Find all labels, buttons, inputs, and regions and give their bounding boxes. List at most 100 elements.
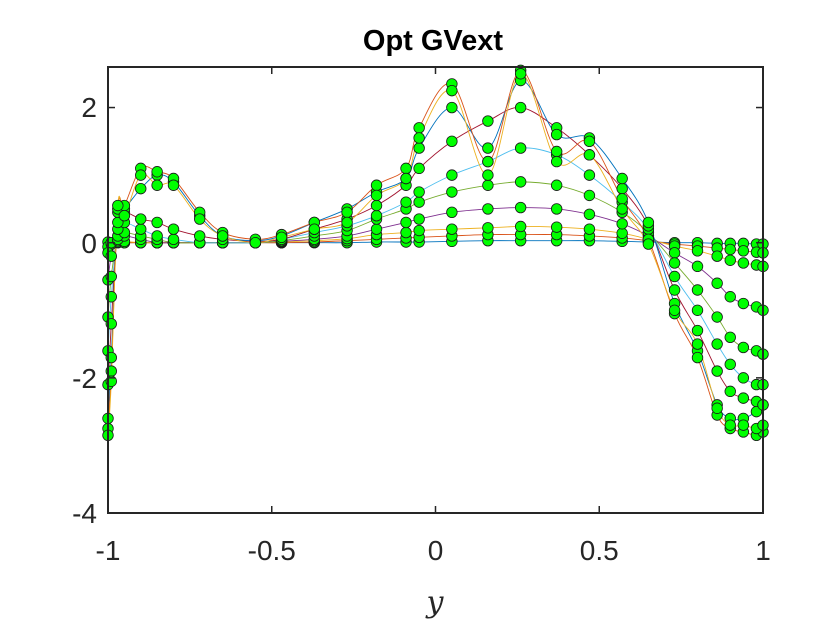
series-10-point-21 bbox=[583, 149, 596, 161]
series-10-point-25 bbox=[691, 338, 704, 350]
series-10-point-20 bbox=[550, 155, 563, 168]
series-7-point-17 bbox=[446, 135, 458, 148]
series-6-point-16 bbox=[413, 186, 425, 198]
series-3-point-22 bbox=[616, 227, 628, 239]
series-6-point-15 bbox=[400, 196, 412, 208]
series-7-point-26 bbox=[711, 365, 723, 377]
series-10-point-24 bbox=[668, 304, 681, 316]
series-9-point-16 bbox=[413, 122, 425, 134]
series-6-point-26 bbox=[711, 338, 723, 350]
series-8-point-18 bbox=[482, 142, 494, 154]
series-10-point-11 bbox=[275, 231, 288, 243]
series-8-point-5 bbox=[135, 182, 147, 195]
series-9-point-18 bbox=[482, 155, 494, 168]
series-9-point-13 bbox=[341, 206, 353, 218]
series-6-point-27 bbox=[724, 358, 736, 371]
series-7-point-25 bbox=[691, 324, 704, 337]
series-3-point-18 bbox=[482, 222, 494, 234]
series-10-point-28 bbox=[737, 419, 750, 431]
series-4-point-20 bbox=[550, 203, 563, 215]
series-10-point-4 bbox=[118, 209, 131, 222]
series-6-point-24 bbox=[668, 270, 681, 283]
series-10-point-17 bbox=[446, 84, 458, 97]
x-tick-label-3: 0 bbox=[428, 535, 444, 566]
series-6-point-14 bbox=[370, 209, 383, 222]
series-6-point-5 bbox=[135, 223, 147, 235]
series-4-point-16 bbox=[413, 213, 425, 225]
series-8-point-20 bbox=[550, 128, 563, 141]
series-3-point-20 bbox=[550, 221, 563, 233]
series-8-point-22 bbox=[616, 172, 628, 185]
series-6-point-6 bbox=[151, 230, 163, 242]
series-10-point-14 bbox=[370, 189, 383, 202]
series-8-point-23 bbox=[642, 216, 655, 229]
series-5-point-27 bbox=[724, 331, 736, 344]
series-9-point-15 bbox=[400, 162, 412, 175]
series-7-point-22 bbox=[616, 182, 628, 195]
series-8-point-17 bbox=[446, 101, 458, 114]
series-3-point-15 bbox=[400, 226, 412, 239]
y-tick-label-4: 2 bbox=[81, 92, 97, 123]
plot-area bbox=[108, 67, 763, 513]
series-3-point-21 bbox=[583, 223, 596, 235]
series-10-point-9 bbox=[216, 230, 229, 242]
series-7-point-19 bbox=[514, 101, 527, 114]
series-7-point-18 bbox=[482, 115, 494, 127]
series-10-point-8 bbox=[193, 213, 206, 225]
x-axis-label: y bbox=[425, 585, 445, 620]
series-6-point-21 bbox=[583, 169, 596, 181]
y-tick-label-2: -2 bbox=[72, 363, 97, 394]
chart-title: Opt GVext bbox=[363, 25, 504, 57]
y-tick-label-3: 0 bbox=[81, 228, 97, 259]
series-10-point-19 bbox=[514, 68, 527, 80]
series-10-point-23 bbox=[642, 238, 655, 250]
y-tick-label-1: -4 bbox=[72, 498, 97, 529]
series-10-point-18 bbox=[482, 169, 494, 181]
series-9-point-25 bbox=[691, 351, 704, 364]
series-2-point-27 bbox=[724, 243, 736, 256]
series-4-point-17 bbox=[446, 206, 458, 218]
series-5-point-17 bbox=[446, 186, 458, 198]
series-10-point-27 bbox=[724, 419, 736, 431]
series-3-point-28 bbox=[737, 257, 750, 269]
series-9-point-20 bbox=[550, 145, 563, 158]
series-10-point-26 bbox=[711, 402, 723, 414]
series-6-point-7 bbox=[167, 233, 180, 246]
series-10-point-7 bbox=[167, 179, 180, 191]
series-10-point-13 bbox=[341, 216, 353, 229]
series-7-point-28 bbox=[737, 392, 750, 404]
series-6-point-19 bbox=[514, 142, 527, 154]
series-5-point-18 bbox=[482, 179, 494, 191]
series-7-point-27 bbox=[724, 385, 736, 398]
series-10-point-3 bbox=[112, 199, 124, 212]
series-5-point-28 bbox=[737, 341, 750, 354]
series-10-point-12 bbox=[308, 223, 321, 235]
series-7-point-16 bbox=[413, 162, 425, 175]
series-5-point-21 bbox=[583, 189, 596, 202]
series-3-point-25 bbox=[691, 245, 704, 257]
x-tick-label-2: -0.5 bbox=[248, 535, 296, 566]
x-tick-label-4: 0.5 bbox=[580, 535, 619, 566]
series-5-point-20 bbox=[550, 179, 563, 191]
series-3-point-26 bbox=[711, 250, 723, 262]
series-3-point-19 bbox=[514, 220, 527, 233]
series-4-point-14 bbox=[370, 223, 383, 235]
series-10-point-6 bbox=[151, 179, 163, 191]
series-5-point-26 bbox=[711, 311, 723, 323]
series-5-point-24 bbox=[668, 257, 681, 269]
series-3-point-16 bbox=[413, 224, 425, 237]
series-4-point-26 bbox=[711, 277, 723, 289]
series-6-point-25 bbox=[691, 304, 704, 316]
series-4-point-27 bbox=[724, 291, 736, 303]
series-7-point-14 bbox=[370, 199, 383, 212]
series-5-point-16 bbox=[413, 196, 425, 208]
series-10-point-16 bbox=[413, 132, 425, 144]
series-9-point-14 bbox=[370, 179, 383, 191]
series-4-point-15 bbox=[400, 216, 412, 229]
series-4-point-18 bbox=[482, 203, 494, 215]
series-4-point-28 bbox=[737, 297, 750, 310]
series-10-point-5 bbox=[135, 169, 147, 181]
series-4-point-24 bbox=[668, 247, 681, 259]
series-5-point-19 bbox=[514, 176, 527, 188]
